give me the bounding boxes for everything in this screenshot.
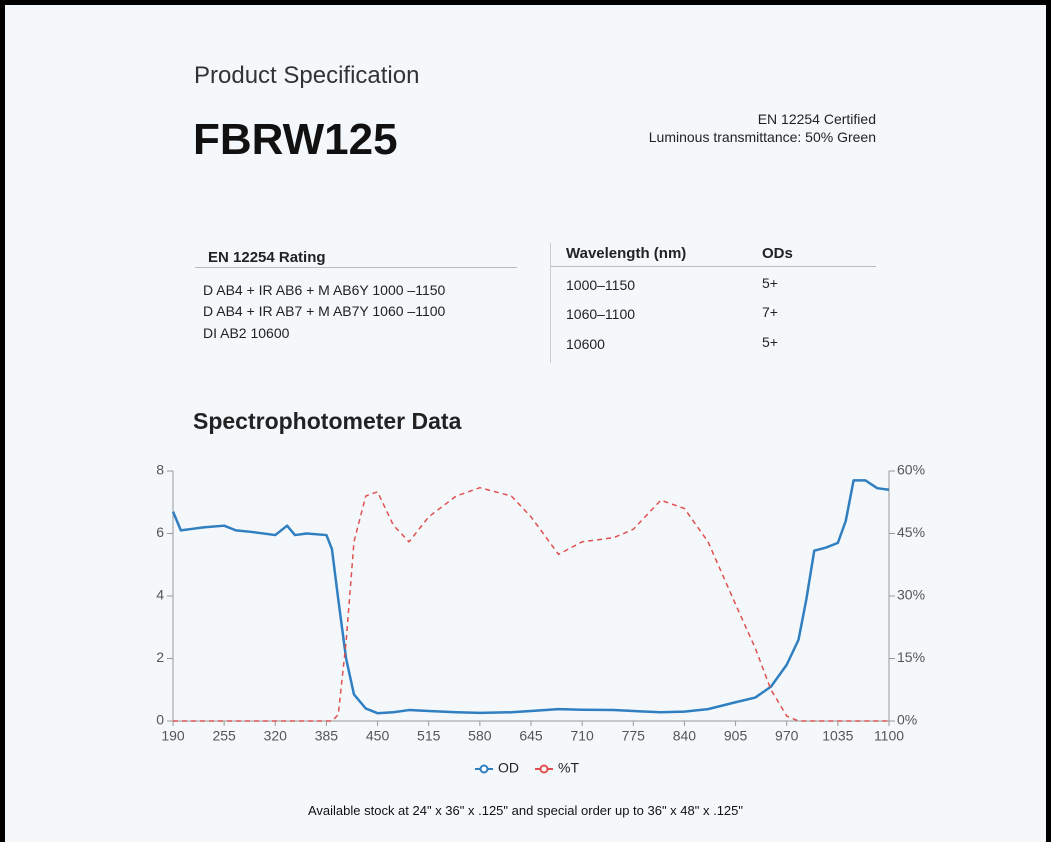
x-tick-label: 580 — [468, 728, 492, 744]
x-tick-label: 775 — [622, 728, 646, 744]
y-tick-label: 4 — [156, 587, 164, 603]
document: Product Specification FBRW125 EN 12254 C… — [5, 5, 1046, 842]
y2-tick-label: 30% — [897, 587, 925, 603]
table-cell: 5+ — [762, 275, 778, 291]
legend-label: OD — [498, 760, 519, 776]
table-cell: 7+ — [762, 304, 778, 320]
table-cell: 5+ — [762, 334, 778, 350]
table-cell: DI AB2 10600 — [203, 325, 290, 341]
x-tick-label: 320 — [264, 728, 288, 744]
x-tick-label: 255 — [212, 728, 236, 744]
divider — [550, 243, 551, 363]
table-cell: D AB4 + IR AB6 + M AB6Y 1000 –1150 — [203, 282, 446, 298]
legend-label: %T — [558, 760, 579, 776]
x-tick-label: 190 — [161, 728, 185, 744]
x-tick-label: 645 — [519, 728, 543, 744]
y2-tick-label: 15% — [897, 649, 925, 665]
transmittance: Luminous transmittance: 50% Green — [648, 129, 876, 145]
title: FBRW125 — [193, 115, 398, 164]
chart-title: Spectrophotometer Data — [193, 408, 462, 434]
x-tick-label: 840 — [673, 728, 697, 744]
table-cell: 10600 — [566, 336, 605, 352]
y2-tick-label: 45% — [897, 524, 925, 540]
divider — [195, 267, 517, 268]
x-tick-label: 710 — [570, 728, 594, 744]
y-tick-label: 2 — [156, 649, 164, 665]
x-tick-label: 385 — [315, 728, 339, 744]
footer: Available stock at 24" x 36" x .125" and… — [307, 803, 744, 818]
table-cell: D AB4 + IR AB7 + M AB7Y 1060 –1100 — [203, 303, 446, 319]
data-line — [171, 479, 890, 715]
x-tick-label: 905 — [724, 728, 748, 744]
table-header: EN 12254 Rating — [208, 249, 326, 266]
x-tick-label: 515 — [417, 728, 441, 744]
x-tick-label: 1035 — [822, 728, 853, 744]
x-tick-label: 970 — [775, 728, 799, 744]
divider — [551, 266, 876, 267]
table-cell: 1060–1100 — [566, 306, 636, 322]
data-line — [173, 486, 889, 722]
certification: EN 12254 Certified — [757, 111, 876, 127]
y2-tick-label: 0% — [897, 712, 917, 728]
y2-tick-label: 60% — [897, 462, 925, 478]
chart: 0 2 4 6 8 0% 15% 30% 45% 60% 190 255 320 385 450 515 580… — [156, 462, 925, 776]
x-tick-label: 1100 — [874, 728, 904, 744]
y-tick-label: 0 — [156, 712, 164, 728]
x-tick-label: 450 — [366, 728, 390, 744]
subtitle: Product Specification — [194, 62, 420, 89]
legend-swatch — [479, 764, 489, 774]
y-tick-label: 8 — [156, 462, 164, 478]
y-tick-label: 6 — [156, 524, 164, 540]
table-header: Wavelength (nm) — [566, 245, 687, 262]
table-cell: 1000–1150 — [566, 277, 636, 293]
legend-swatch — [539, 764, 549, 774]
table-header: ODs — [762, 245, 793, 262]
